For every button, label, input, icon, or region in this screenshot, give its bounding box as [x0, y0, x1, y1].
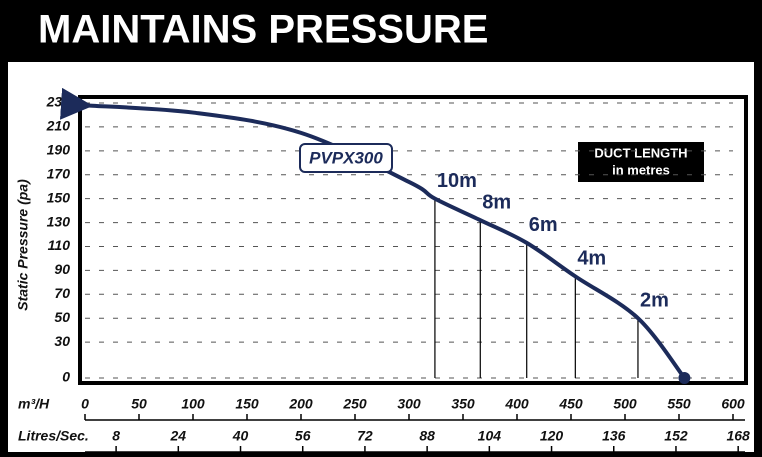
curve-end	[678, 372, 691, 384]
x-tick-label: 50	[131, 396, 147, 412]
y-tick-label: 90	[54, 261, 70, 277]
x-tick-label: 350	[451, 396, 475, 412]
x-tick-label: 500	[613, 396, 637, 412]
duct-label: 2m	[640, 289, 669, 311]
duct-label: 6m	[529, 214, 558, 236]
x2-tick-label: 88	[419, 428, 435, 444]
legend-box	[578, 142, 704, 182]
y-tick-label: 110	[48, 237, 71, 253]
x2-tick-label: 8	[112, 428, 120, 444]
y-tick-label: 190	[47, 142, 71, 158]
x2-axis-label: Litres/Sec.	[18, 428, 89, 444]
y-tick-label: 70	[54, 285, 70, 301]
duct-label: 8m	[482, 191, 511, 213]
x-tick-label: 150	[235, 396, 259, 412]
x2-tick-label: 24	[170, 428, 187, 444]
x2-tick-label: 136	[602, 428, 626, 444]
panel	[8, 62, 754, 452]
x2-tick-label: 104	[478, 428, 502, 444]
y-tick-label: 170	[47, 165, 71, 181]
x2-tick-label: 56	[295, 428, 311, 444]
series-label: PVPX300	[309, 148, 383, 167]
y-tick-label: 150	[47, 189, 71, 205]
duct-label: 10m	[437, 170, 477, 192]
series-label-group: PVPX300	[299, 143, 393, 173]
y-axis-label: Static Pressure (pa)	[15, 179, 31, 311]
x2-tick-label: 168	[726, 428, 750, 444]
x-tick-label: 450	[558, 396, 583, 412]
x2-tick-label: 120	[540, 428, 564, 444]
x-tick-label: 0	[81, 396, 89, 412]
x-tick-label: 100	[181, 396, 205, 412]
legend-subtitle: in metres	[612, 162, 670, 177]
chart-title: MAINTAINS PRESSURE	[38, 8, 488, 52]
x-tick-label: 250	[342, 396, 367, 412]
x-tick-label: 550	[667, 396, 691, 412]
y-tick-label: 0	[62, 369, 70, 385]
plot-frame	[78, 95, 748, 385]
y-tick-label: 30	[54, 333, 70, 349]
x2-tick-label: 72	[357, 428, 373, 444]
y-tick-label: 210	[46, 118, 71, 134]
x-tick-label: 400	[504, 396, 529, 412]
series-label-box	[299, 143, 393, 173]
x2-tick-label: 40	[232, 428, 249, 444]
duct-label: 4m	[577, 248, 606, 270]
curve	[59, 87, 686, 380]
x-tick-label: 200	[288, 396, 313, 412]
legend-title: DUCT LENGTH	[594, 145, 687, 160]
x-tick-label: 600	[721, 396, 745, 412]
y-tick-label: 230	[46, 94, 71, 110]
x-axis-label: m³/H	[18, 396, 50, 412]
x-tick-label: 300	[397, 396, 421, 412]
y-tick-label: 50	[54, 309, 70, 325]
x2-tick-label: 152	[664, 428, 688, 444]
y-tick-label: 130	[47, 213, 71, 229]
